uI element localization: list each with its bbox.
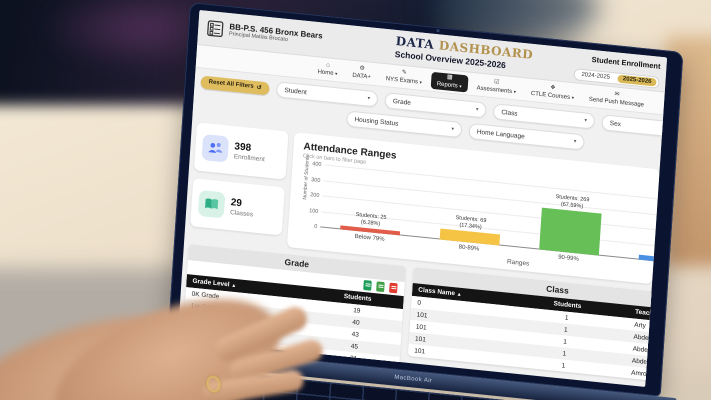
- chevron-down-icon: ▾: [335, 70, 338, 76]
- year-option-2024-2025[interactable]: 2024-2025: [581, 71, 611, 81]
- nav-tab-label: Reports ▾: [436, 80, 462, 90]
- nav-tab-label: CTLE Courses ▾: [530, 90, 575, 101]
- sort-asc-icon: ▲: [231, 282, 237, 290]
- nav-tab-label: Home ▾: [317, 68, 338, 77]
- nav-tab-send-push-message[interactable]: ✉ Send Push Message: [583, 87, 651, 111]
- grade-table-card: Grade Grade Level ▲ Students 0K Grade 19 1…: [182, 244, 406, 369]
- nav-tab-label: Send Push Message: [588, 96, 645, 108]
- grade-level-header-label: Grade Level: [192, 277, 230, 289]
- chevron-down-icon: ▾: [459, 83, 462, 89]
- filter-pill-housing-status[interactable]: Housing Status ▾: [345, 110, 463, 139]
- reset-all-filters-label: Reset All Filters: [208, 79, 254, 90]
- classes-stat-card[interactable]: 29 Classes: [190, 178, 285, 236]
- class-teacher-cell: Amro: [630, 368, 647, 378]
- reset-icon: ↺: [256, 84, 262, 92]
- nav-tab-label: Assessments ▾: [476, 84, 517, 95]
- pdf-export-icon[interactable]: [389, 282, 398, 294]
- stat-label: Classes: [229, 208, 254, 218]
- main-content: 398 Enrollment 29 Classes Attendance Ranges…: [184, 118, 668, 285]
- nav-tab-reports[interactable]: ▦ Reports ▾: [430, 71, 469, 92]
- y-tick-label: 0: [314, 223, 318, 231]
- chevron-down-icon: ▾: [451, 126, 455, 133]
- chevron-down-icon: ▾: [513, 88, 517, 94]
- filter-pill-student[interactable]: Student ▾: [275, 81, 379, 108]
- enrollment-stat-card[interactable]: 398 Enrollment: [193, 122, 289, 180]
- student-enrollment-label: Student Enrollment: [591, 54, 661, 71]
- chevron-down-icon: ▾: [571, 94, 575, 100]
- chevron-down-icon: ▾: [419, 79, 423, 85]
- bar-group-below-79: Students: 25 (6.28%): [320, 165, 424, 237]
- laptop: BB-P.S. 456 Bronx Bears Principal Matias…: [150, 2, 684, 400]
- bar-group-90-99: Students: 269 (67.59%): [519, 186, 623, 258]
- filter-pill-label: Home Language: [476, 128, 525, 141]
- student-enrollment-block: Student Enrollment 2024-2025 2025-2026: [573, 53, 661, 89]
- filter-pill-grade[interactable]: Grade ▾: [384, 92, 487, 119]
- students-icon: [201, 134, 230, 163]
- filter-pill-label: Sex: [609, 119, 622, 128]
- school-block: BB-P.S. 456 Bronx Bears Principal Matias…: [229, 22, 323, 47]
- filter-pill-label: Student: [284, 86, 308, 96]
- filter-pill-label: Grade: [392, 97, 412, 107]
- nav-tab-ctle-courses[interactable]: ❖ CTLE Courses ▾: [525, 81, 581, 104]
- nav-tab-assessments[interactable]: ☑ Assessments ▾: [470, 75, 522, 97]
- bar-group-80-89: Students: 69 (17.34%): [420, 176, 524, 248]
- csv-export-icon[interactable]: [376, 281, 385, 293]
- chevron-down-icon: ▾: [475, 106, 479, 113]
- stat-text: 29 Classes: [230, 197, 254, 218]
- filter-pill-label: Housing Status: [354, 115, 399, 128]
- nav-tab-data[interactable]: ⚙ DATA+: [346, 63, 378, 83]
- class-name-header-label: Class Name: [418, 286, 456, 298]
- classes-icon: [197, 189, 226, 219]
- checklist-logo-icon: [207, 20, 224, 38]
- y-tick-label: 300: [311, 176, 321, 184]
- app-header: BB-P.S. 456 Bronx Bears Principal Matias…: [197, 9, 668, 93]
- filter-pill-label: Class: [501, 108, 518, 118]
- bar-group-100: Students: 35(8.79%): [619, 196, 668, 268]
- nav-tab-label: DATA+: [352, 72, 372, 81]
- excel-export-icon[interactable]: [363, 279, 372, 291]
- laptop-bezel: BB-P.S. 456 Bronx Bears Principal Matias…: [167, 2, 684, 397]
- bar-90-99[interactable]: [539, 207, 602, 256]
- class-table-card: Class Class Name ▲ Students Teacher 0 1 Ar…: [407, 266, 668, 386]
- dashboard-screen: BB-P.S. 456 Bronx Bears Principal Matias…: [177, 9, 668, 387]
- stats-column: 398 Enrollment 29 Classes: [189, 122, 289, 246]
- nav-tab-home[interactable]: ⌂ Home ▾: [311, 59, 344, 79]
- chevron-down-icon: ▾: [584, 117, 588, 124]
- device-label: MacBook Air: [394, 374, 433, 385]
- filter-pill-home-language[interactable]: Home Language ▾: [468, 122, 585, 151]
- y-tick-label: 100: [308, 207, 319, 215]
- y-tick-label: 400: [312, 161, 322, 169]
- y-tick-label: 200: [309, 192, 320, 200]
- year-option-2025-2026[interactable]: 2025-2026: [617, 74, 657, 87]
- chevron-down-icon: ▾: [367, 95, 371, 102]
- webcam: [436, 29, 440, 33]
- nav-tab-nys-exams[interactable]: ✎ NYS Exams ▾: [379, 66, 428, 88]
- nav-tab-label: NYS Exams ▾: [385, 75, 423, 86]
- filter-pill-class[interactable]: Class ▾: [492, 103, 596, 130]
- reset-all-filters-button[interactable]: Reset All Filters ↺: [200, 75, 270, 95]
- stat-text: 398 Enrollment: [234, 141, 266, 163]
- sort-asc-icon: ▲: [456, 291, 462, 298]
- chevron-down-icon: ▾: [573, 138, 577, 145]
